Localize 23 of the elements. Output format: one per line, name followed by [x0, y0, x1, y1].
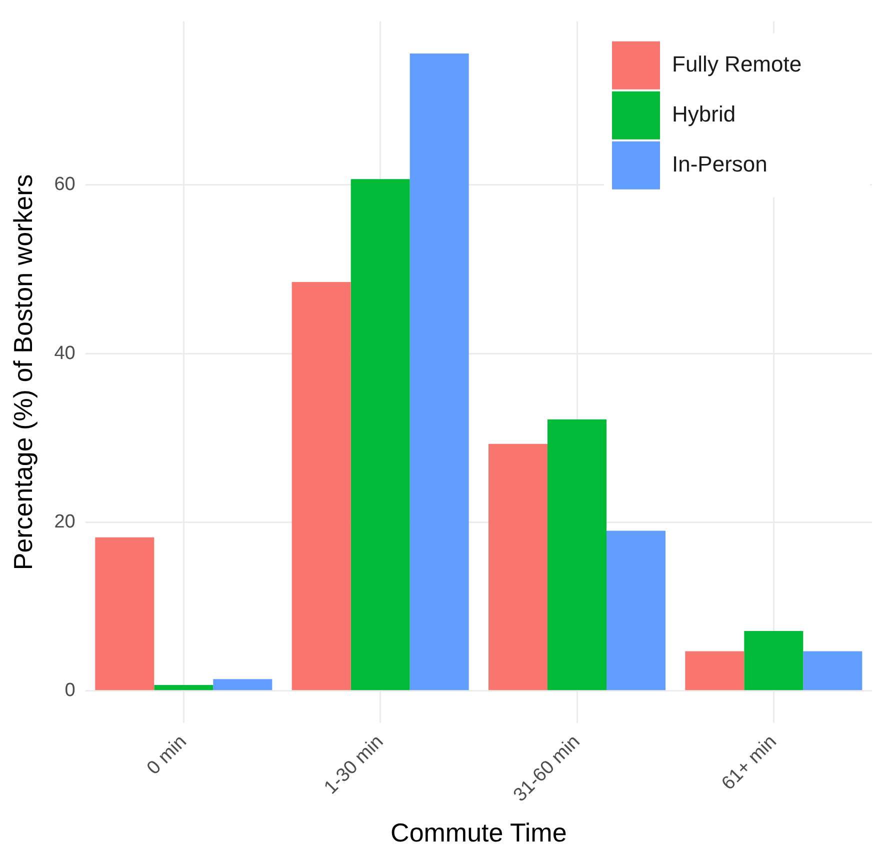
bar [95, 537, 154, 690]
bar [803, 651, 862, 690]
bar [488, 444, 548, 690]
y-axis-title: Percentage (%) of Boston workers [8, 174, 38, 570]
bar [606, 530, 666, 690]
bar [685, 651, 744, 690]
bar [350, 179, 410, 690]
y-tick-label: 20 [54, 511, 76, 532]
y-tick-label: 60 [54, 174, 76, 196]
bar [410, 53, 469, 690]
bar [548, 419, 606, 690]
bar [154, 684, 214, 690]
legend-label: Hybrid [672, 101, 736, 126]
bar [213, 679, 272, 690]
legend-label: Fully Remote [672, 51, 802, 76]
bar [744, 631, 804, 690]
x-tick-label: 61+ min [718, 731, 781, 794]
legend-label: In-Person [672, 151, 768, 176]
y-tick-label: 40 [54, 342, 76, 364]
y-tick-label: 0 [64, 680, 76, 702]
x-axis-title: Commute Time [390, 818, 567, 848]
x-tick-label: 0 min [143, 731, 191, 780]
bar [292, 282, 351, 690]
